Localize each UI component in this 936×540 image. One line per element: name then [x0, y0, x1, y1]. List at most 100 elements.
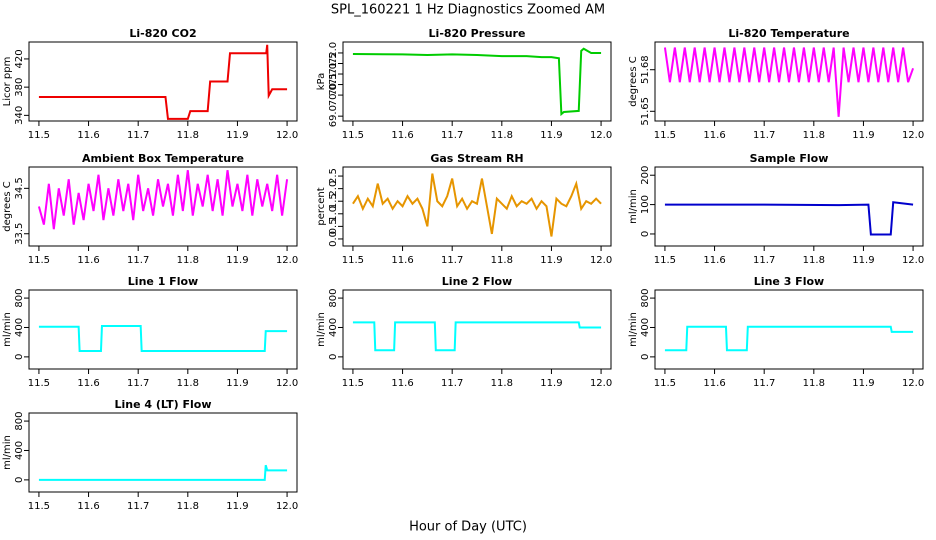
x-tick-label: 11.8	[491, 255, 513, 266]
y-tick-label: 0.5	[328, 218, 339, 234]
y-tick-label: 0	[14, 354, 25, 360]
panel-title: Line 3 Flow	[754, 275, 824, 288]
data-line	[37, 170, 289, 230]
data-line	[38, 44, 288, 120]
y-tick-label: 400	[14, 318, 25, 337]
y-tick-label: 420	[14, 49, 25, 68]
x-tick-label: 11.7	[441, 130, 463, 141]
data-line	[38, 464, 288, 481]
x-tick-label: 11.9	[540, 378, 562, 389]
x-tick-label: 11.9	[226, 501, 248, 512]
y-tick-label: 400	[14, 441, 25, 460]
y-axis-label: ml/min	[316, 312, 327, 347]
data-line	[664, 325, 914, 352]
x-axis-label: Hour of Day (UTC)	[409, 520, 527, 535]
y-tick-label: 71.0	[328, 63, 339, 85]
y-tick-label: 34.5	[14, 177, 25, 199]
data-line	[352, 47, 602, 117]
y-tick-label: 100	[640, 195, 651, 214]
x-tick-label: 11.9	[852, 378, 874, 389]
x-tick-label: 11.6	[391, 130, 413, 141]
y-tick-label: 400	[328, 318, 339, 337]
y-tick-label: 800	[640, 289, 651, 308]
x-tick-label: 11.7	[127, 130, 149, 141]
plot-frame	[654, 166, 924, 247]
x-tick-label: 11.5	[654, 130, 676, 141]
y-tick-label: 800	[14, 412, 25, 431]
panel: Sample Flow ml/min 11.5 11.6 11.7 11.8 11.9 12.…	[628, 152, 924, 266]
y-axis-label: degrees C	[2, 181, 13, 231]
plot-frame	[28, 412, 298, 493]
x-tick-label: 12.0	[590, 255, 612, 266]
y-tick-label: 70.5	[328, 73, 339, 95]
x-tick-label: 11.5	[342, 255, 364, 266]
y-tick-label: 2.5	[328, 168, 339, 184]
x-tick-label: 11.5	[342, 378, 364, 389]
panel-title: Line 4 (LT) Flow	[115, 398, 212, 411]
x-tick-label: 11.5	[654, 378, 676, 389]
plot-frame	[28, 41, 298, 122]
plot-frame	[28, 166, 298, 247]
data-line	[38, 325, 288, 352]
x-tick-label: 11.7	[127, 501, 149, 512]
data-line	[352, 321, 602, 352]
panel-title: Ambient Box Temperature	[82, 152, 244, 165]
x-tick-label: 11.6	[391, 378, 413, 389]
y-tick-label: 380	[14, 78, 25, 97]
x-tick-label: 11.7	[441, 378, 463, 389]
x-tick-label: 11.5	[654, 255, 676, 266]
plot-frame	[28, 289, 298, 370]
panel: Line 3 Flow ml/min 11.5 11.6 11.7 11.8 11.9 12.…	[628, 275, 924, 389]
y-axis-label: ml/min	[2, 435, 13, 470]
x-tick-label: 11.9	[852, 130, 874, 141]
data-line	[352, 173, 602, 237]
y-tick-label: 0.0	[328, 231, 339, 247]
x-tick-label: 11.5	[28, 130, 50, 141]
panel: Gas Stream RH percent 11.5 11.6 11.7 11.8 11.9…	[316, 152, 612, 266]
x-tick-label: 12.0	[902, 378, 924, 389]
x-tick-label: 11.6	[77, 255, 99, 266]
panel-title: Line 2 Flow	[442, 275, 512, 288]
x-tick-label: 11.9	[226, 130, 248, 141]
x-tick-label: 11.7	[753, 378, 775, 389]
y-tick-label: 51.65	[640, 97, 651, 126]
figure-title: SPL_160221 1 Hz Diagnostics Zoomed AM	[331, 3, 605, 18]
x-tick-label: 11.7	[753, 130, 775, 141]
data-line	[664, 201, 914, 236]
x-tick-label: 11.9	[226, 378, 248, 389]
panel-title: Li-820 CO2	[129, 27, 196, 40]
y-axis-label: ml/min	[628, 312, 639, 347]
x-tick-label: 11.8	[177, 501, 199, 512]
y-axis-label: ml/min	[628, 189, 639, 224]
y-tick-label: 70.0	[328, 84, 339, 106]
y-tick-label: 1.5	[328, 193, 339, 209]
x-tick-label: 11.9	[540, 255, 562, 266]
x-tick-label: 11.8	[803, 378, 825, 389]
y-tick-label: 0	[14, 477, 25, 483]
plot-frame	[342, 41, 612, 122]
y-tick-label: 1.0	[328, 206, 339, 222]
panel-title: Line 1 Flow	[128, 275, 198, 288]
y-tick-label: 2.0	[328, 181, 339, 197]
panel-title: Gas Stream RH	[430, 152, 523, 165]
y-tick-label: 69.0	[328, 105, 339, 127]
panel: Line 4 (LT) Flow ml/min 11.5 11.6 11.7 11.8 11…	[2, 398, 298, 512]
x-tick-label: 12.0	[276, 130, 298, 141]
x-tick-label: 11.7	[753, 255, 775, 266]
x-tick-label: 11.5	[28, 255, 50, 266]
panel-title: Li-820 Temperature	[728, 27, 849, 40]
panel-title: Sample Flow	[750, 152, 829, 165]
x-tick-label: 11.5	[342, 130, 364, 141]
panel: Line 2 Flow ml/min 11.5 11.6 11.7 11.8 11.9 12.…	[316, 275, 612, 389]
x-tick-label: 11.8	[491, 378, 513, 389]
x-tick-label: 11.8	[491, 130, 513, 141]
plot-frame	[654, 41, 924, 122]
x-tick-label: 11.5	[28, 378, 50, 389]
x-tick-label: 11.8	[803, 255, 825, 266]
x-tick-label: 12.0	[276, 378, 298, 389]
x-tick-label: 12.0	[590, 378, 612, 389]
y-tick-label: 0	[640, 231, 651, 237]
panel: Ambient Box Temperature degrees C 11.5 11.6…	[2, 152, 298, 266]
x-tick-label: 11.6	[703, 378, 725, 389]
